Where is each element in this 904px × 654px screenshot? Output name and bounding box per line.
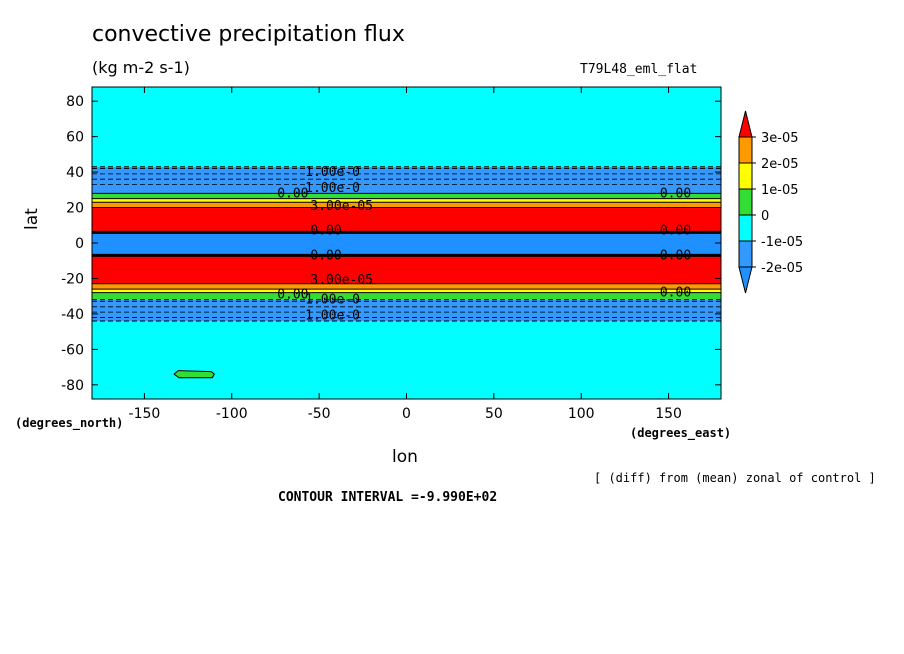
contour-band (92, 283, 721, 290)
colorbar-segment (738, 240, 753, 268)
colorbar-segment (738, 188, 753, 216)
x-tick-label: 100 (568, 406, 595, 422)
experiment-label: T79L48_eml_flat (580, 62, 698, 77)
y-axis-ticks: -80 -60 -40 -20 0 20 40 60 80 (61, 94, 721, 394)
chart-units: (kg m-2 s-1) (92, 58, 190, 77)
colorbar-label: -2e-05 (761, 261, 803, 276)
y-tick-label: -20 (61, 271, 84, 287)
y-tick-label: -80 (61, 378, 84, 394)
y-tick-label: -60 (61, 342, 84, 358)
colorbar-segment (738, 214, 753, 242)
contour-band (92, 289, 721, 293)
x-tick-label: -100 (216, 406, 248, 422)
contour-fill-layer (92, 87, 721, 399)
contour-band (92, 321, 721, 399)
contour-band (92, 299, 721, 321)
contour-label: 0.00 (660, 286, 691, 301)
contour-label: 0.00 (660, 186, 691, 201)
x-tick-label: 50 (485, 406, 503, 422)
contour-interval: CONTOUR INTERVAL =-9.990E+02 (278, 490, 498, 505)
contour-patch (173, 370, 215, 379)
contour-label: 0.00 (660, 224, 691, 239)
colorbar-label: 2e-05 (761, 157, 799, 172)
contour-band (92, 198, 721, 203)
contour-label: 1.00e-0 (305, 309, 360, 324)
x-tick-label: 150 (655, 406, 682, 422)
contour-band (92, 193, 721, 199)
colorbar: 3e-05 2e-05 1e-05 0 -1e-05 -2e-05 (738, 110, 803, 294)
contour-band (92, 255, 721, 284)
x-tick-label: -50 (308, 406, 331, 422)
contour-label: 3.00e-05 (310, 199, 373, 214)
y-tick-label: 0 (75, 236, 84, 252)
colorbar-label: 1e-05 (761, 183, 799, 198)
x-axis-ticks: -150 -100 -50 0 50 100 150 (129, 87, 682, 422)
contour-label: 0.00 (277, 186, 308, 201)
contour-band (92, 232, 721, 256)
contour-label: 0.00 (277, 287, 308, 302)
colorbar-segment (738, 110, 753, 138)
y-tick-label: -40 (61, 307, 84, 323)
contour-label: 0.00 (310, 224, 341, 239)
colorbar-segment (738, 266, 753, 294)
y-tick-label: 40 (66, 165, 84, 181)
contour-band (92, 87, 721, 167)
colorbar-label: -1e-05 (761, 235, 803, 250)
contour-band (92, 202, 721, 208)
colorbar-segment (738, 162, 753, 190)
x-tick-label: 0 (402, 406, 411, 422)
contour-label: 0.00 (660, 248, 691, 263)
colorbar-label: 3e-05 (761, 131, 799, 146)
contour-label: 1.00e-0 (305, 293, 360, 308)
y-axis-label: lat (22, 208, 42, 230)
x-axis-units: (degrees_east) (630, 426, 732, 440)
colorbar-label: 0 (761, 209, 769, 224)
contour-line-layer (92, 166, 721, 322)
contour-label: 1.00e-0 (305, 181, 360, 196)
y-axis-units: (degrees_north) (15, 416, 124, 430)
contour-label: 0.00 (310, 248, 341, 263)
contour-band (92, 292, 721, 300)
diff-note: [ (diff) from (mean) zonal of control ] (594, 471, 876, 485)
local-feature-layer (173, 370, 215, 379)
y-tick-label: 60 (66, 130, 84, 146)
contour-band (92, 207, 721, 233)
chart-title: convective precipitation flux (92, 22, 405, 47)
y-tick-label: 80 (66, 94, 84, 110)
contour-band (92, 166, 721, 194)
y-tick-label: 20 (66, 201, 84, 217)
contour-label: 1.00e-0 (305, 165, 360, 180)
x-tick-label: -150 (129, 406, 161, 422)
contour-label-layer: 1.00e-01.00e-00.003.00e-050.000.003.00e-… (277, 165, 691, 324)
contour-label: 3.00e-05 (310, 273, 373, 288)
colorbar-segment (738, 136, 753, 164)
x-axis-label: lon (392, 447, 418, 467)
